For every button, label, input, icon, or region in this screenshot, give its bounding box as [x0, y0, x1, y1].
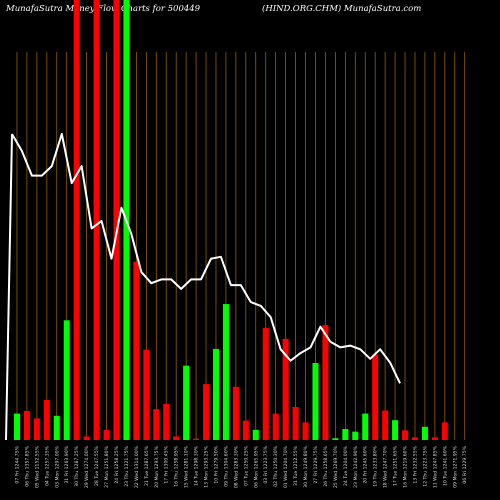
- bar: [441, 422, 448, 440]
- bar: [183, 365, 190, 440]
- grid-lines: [16, 52, 466, 440]
- x-tick-label: 23 Thu 1321.75%: [124, 445, 130, 486]
- bar: [382, 410, 389, 440]
- bar: [392, 420, 399, 440]
- x-tick-label: 27 Mon 1251.80%: [104, 445, 110, 487]
- bar: [421, 426, 428, 440]
- bar: [411, 437, 418, 440]
- x-tick-label: 14 Tue 1298.30%: [194, 445, 200, 486]
- bar: [312, 363, 319, 440]
- bar: [33, 418, 40, 440]
- bar-series: [13, 0, 448, 440]
- bar: [372, 354, 379, 440]
- bar: [362, 413, 369, 440]
- x-tick-label: 08 Wed 1283.30%: [233, 445, 239, 488]
- bar: [262, 327, 269, 440]
- bar: [13, 413, 20, 440]
- x-tick-label: 31 Fri 1263.90%: [64, 445, 70, 483]
- x-tick-label: 24 Fri 1258.25%: [114, 445, 120, 483]
- x-tick-label: 17 Fri 1300.45%: [164, 445, 170, 483]
- bar: [173, 436, 180, 440]
- x-tick-label: 10 Tue 1241.60%: [442, 445, 448, 486]
- bar: [63, 320, 70, 440]
- bar: [252, 429, 259, 440]
- bar: [232, 386, 239, 440]
- x-tick-label: 03 Fri 1223.75%: [263, 445, 269, 483]
- x-tick-label: 02 Thu 1250.30%: [273, 445, 279, 486]
- bar: [43, 399, 50, 440]
- bar: [73, 0, 80, 440]
- bar: [83, 436, 90, 440]
- bar: [322, 325, 329, 440]
- x-tick-label: 20 Fri 1245.60%: [363, 445, 369, 483]
- x-tick-label: 26 Thu 1258.65%: [323, 445, 329, 486]
- x-tick-label: 23 Mon 1242.90%: [353, 445, 359, 487]
- x-tick-label: 19 Thu 1233.80%: [373, 445, 379, 486]
- x-tick-label: 07 Tue 1250.25%: [243, 445, 249, 486]
- bar: [272, 413, 279, 440]
- bar: [53, 415, 60, 440]
- x-tick-label: 13 Fri 1232.55%: [412, 445, 418, 483]
- x-tick-label: 06 Fri 1229.75%: [462, 445, 468, 483]
- x-tick-label: 05 Wed 1152.55%: [34, 445, 40, 488]
- bar: [282, 338, 289, 440]
- x-tick-label: 24 Tue 1204.00%: [343, 445, 349, 486]
- x-tick-label: 10 Fri 1279.50%: [213, 445, 219, 483]
- bar: [292, 407, 299, 440]
- bar: [431, 437, 438, 440]
- x-tick-label: 09 Mon 1271.95%: [452, 445, 458, 487]
- x-tick-label: 15 Wed 1281.10%: [184, 445, 190, 488]
- bar: [103, 429, 110, 440]
- bar: [352, 431, 359, 440]
- x-tick-label: 13 Mon 1293.25%: [204, 445, 210, 487]
- x-tick-label: 31 Tue 1212.55%: [293, 445, 299, 486]
- bar: [302, 422, 309, 440]
- x-tick-label: 21 Tue 1287.65%: [144, 445, 150, 486]
- bar: [143, 349, 150, 440]
- x-tick-label: 01 Wed 1204.70%: [283, 445, 289, 488]
- x-tick-label: 22 Wed 1314.00%: [134, 445, 140, 488]
- bar: [163, 403, 170, 440]
- x-tick-label: 06 Mon 1265.95%: [253, 445, 259, 487]
- x-tick-label: 28 Tue 1247.55%: [94, 445, 100, 486]
- bar: [342, 429, 349, 440]
- bar: [203, 384, 210, 440]
- chart-header-left: MunafaSutra Money Flow Charts for 500449: [6, 4, 201, 14]
- x-tick-label: 17 Tue 1251.65%: [393, 445, 399, 486]
- x-tick-label: 27 Fri 1229.75%: [313, 445, 319, 483]
- bar: [222, 304, 229, 440]
- x-tick-label: 18 Wed 1247.70%: [383, 445, 389, 488]
- x-tick-label: 25 Wed 1269.70%: [333, 445, 339, 488]
- bar: [113, 0, 120, 440]
- x-tick-label: 09 Thu 1304.60%: [223, 445, 229, 486]
- x-tick-label: 04 Tue 1257.35%: [44, 445, 50, 486]
- x-tick-label: 07 Fri 1244.75%: [14, 445, 20, 483]
- bar: [193, 438, 200, 440]
- bar: [212, 348, 219, 440]
- price-line: [11, 133, 401, 384]
- x-tick-label: 30 Mon 1249.80%: [303, 445, 309, 487]
- x-tick-label: 20 Mon 1293.75%: [154, 445, 160, 487]
- x-tick-label: 30 Thu 1287.25%: [74, 445, 80, 486]
- x-tick-label: 06 Thu 1357.85%: [24, 445, 30, 486]
- x-tick-label: 16 Thu 1258.95%: [174, 445, 180, 486]
- bar: [153, 409, 160, 440]
- bar: [332, 438, 339, 440]
- x-tick-label: 03 Mon 1297.00%: [54, 445, 60, 487]
- bar: [402, 430, 409, 440]
- price-line-start: [5, 133, 13, 441]
- x-tick-label: 16 Mon 1219.60%: [403, 445, 409, 487]
- x-axis-labels: 07 Fri 1244.75% 06 Thu 1357.85% 05 Wed 115…: [14, 445, 468, 488]
- bar: [242, 420, 249, 440]
- x-tick-label: 29 Wed 1274.00%: [84, 445, 90, 488]
- x-tick-label: 11 Wed 1247.85%: [432, 445, 438, 488]
- chart-header-right: (HIND.ORG.CHM) MunafaSutra.com: [262, 4, 422, 14]
- bar: [133, 261, 140, 440]
- x-tick-label: 12 Thu 1223.75%: [422, 445, 428, 486]
- bar: [93, 0, 100, 440]
- bar: [23, 410, 30, 440]
